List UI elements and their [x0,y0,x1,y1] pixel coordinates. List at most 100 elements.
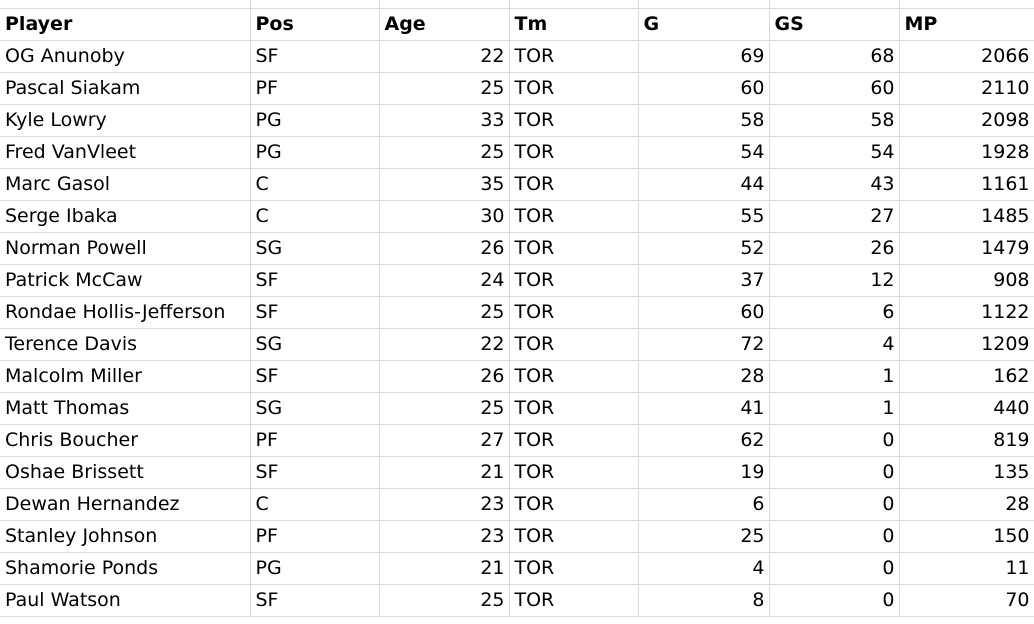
cell-age[interactable]: 27 [378,423,510,457]
cell-gs[interactable]: 12 [768,263,900,297]
cell-tm[interactable]: TOR [508,327,639,361]
cell-age[interactable]: 30 [378,199,510,233]
cell-mp[interactable]: 908 [898,263,1034,297]
cell-pos[interactable]: C [249,167,380,201]
cell-player[interactable]: OG Anunoby [0,39,251,73]
cell-gs[interactable]: 6 [768,295,900,329]
cell-pos[interactable]: SF [249,295,380,329]
cell-tm[interactable]: TOR [508,551,639,585]
cell-age[interactable]: 25 [378,391,510,425]
cell-player[interactable]: Oshae Brissett [0,455,251,489]
cell-player[interactable]: Fred VanVleet [0,135,251,169]
cell-g[interactable]: 44 [637,167,770,201]
cell-tm[interactable]: TOR [508,423,639,457]
cell-gs[interactable]: 54 [768,135,900,169]
cell-g[interactable]: 55 [637,199,770,233]
cell-mp[interactable]: 11 [898,551,1034,585]
cell-player[interactable]: Malcolm Miller [0,359,251,393]
cell-mp[interactable]: 1485 [898,199,1034,233]
cell-gs[interactable]: 1 [768,359,900,393]
cell-pos[interactable]: PG [249,103,380,137]
cell-gs[interactable]: 27 [768,199,900,233]
cell-age[interactable]: 22 [378,39,510,73]
grid-cell[interactable] [768,0,900,9]
cell-g[interactable]: 72 [637,327,770,361]
cell-pos[interactable]: C [249,199,380,233]
cell-g[interactable]: 60 [637,295,770,329]
cell-g[interactable]: 62 [637,423,770,457]
cell-g[interactable]: 8 [637,583,770,617]
cell-g[interactable]: 19 [637,455,770,489]
header-cell-gs[interactable]: GS [768,7,900,41]
cell-mp[interactable]: 440 [898,391,1034,425]
cell-gs[interactable]: 58 [768,103,900,137]
cell-player[interactable]: Norman Powell [0,231,251,265]
cell-mp[interactable]: 2098 [898,103,1034,137]
grid-cell[interactable] [508,0,639,9]
cell-pos[interactable]: SF [249,455,380,489]
cell-gs[interactable]: 0 [768,551,900,585]
cell-player[interactable]: Stanley Johnson [0,519,251,553]
cell-player[interactable]: Matt Thomas [0,391,251,425]
grid-cell[interactable] [0,0,251,9]
cell-tm[interactable]: TOR [508,455,639,489]
cell-player[interactable]: Pascal Siakam [0,71,251,105]
grid-cell[interactable] [378,0,510,9]
cell-player[interactable]: Shamorie Ponds [0,551,251,585]
cell-pos[interactable]: PG [249,551,380,585]
cell-mp[interactable]: 2110 [898,71,1034,105]
cell-gs[interactable]: 43 [768,167,900,201]
cell-g[interactable]: 25 [637,519,770,553]
cell-g[interactable]: 37 [637,263,770,297]
cell-gs[interactable]: 1 [768,391,900,425]
cell-mp[interactable]: 1479 [898,231,1034,265]
cell-gs[interactable]: 60 [768,71,900,105]
cell-player[interactable]: Kyle Lowry [0,103,251,137]
header-cell-age[interactable]: Age [378,7,510,41]
cell-mp[interactable]: 2066 [898,39,1034,73]
cell-tm[interactable]: TOR [508,39,639,73]
cell-age[interactable]: 23 [378,519,510,553]
cell-tm[interactable]: TOR [508,359,639,393]
cell-age[interactable]: 25 [378,135,510,169]
cell-gs[interactable]: 26 [768,231,900,265]
cell-pos[interactable]: SG [249,231,380,265]
cell-age[interactable]: 25 [378,71,510,105]
cell-pos[interactable]: SF [249,583,380,617]
cell-gs[interactable]: 0 [768,583,900,617]
cell-pos[interactable]: PF [249,423,380,457]
cell-gs[interactable]: 4 [768,327,900,361]
cell-player[interactable]: Chris Boucher [0,423,251,457]
cell-g[interactable]: 41 [637,391,770,425]
cell-age[interactable]: 24 [378,263,510,297]
cell-pos[interactable]: PF [249,71,380,105]
cell-player[interactable]: Dewan Hernandez [0,487,251,521]
cell-gs[interactable]: 0 [768,423,900,457]
cell-g[interactable]: 6 [637,487,770,521]
header-cell-player[interactable]: Player [0,7,251,41]
cell-g[interactable]: 28 [637,359,770,393]
cell-age[interactable]: 23 [378,487,510,521]
cell-tm[interactable]: TOR [508,295,639,329]
cell-mp[interactable]: 150 [898,519,1034,553]
grid-cell[interactable] [898,0,1034,9]
header-cell-tm[interactable]: Tm [508,7,639,41]
cell-age[interactable]: 22 [378,327,510,361]
cell-mp[interactable]: 28 [898,487,1034,521]
grid-cell[interactable] [637,0,770,9]
cell-pos[interactable]: PG [249,135,380,169]
cell-tm[interactable]: TOR [508,391,639,425]
cell-player[interactable]: Patrick McCaw [0,263,251,297]
cell-tm[interactable]: TOR [508,583,639,617]
cell-g[interactable]: 52 [637,231,770,265]
cell-g[interactable]: 54 [637,135,770,169]
cell-mp[interactable]: 135 [898,455,1034,489]
cell-gs[interactable]: 0 [768,487,900,521]
cell-tm[interactable]: TOR [508,135,639,169]
cell-gs[interactable]: 0 [768,519,900,553]
cell-pos[interactable]: C [249,487,380,521]
cell-age[interactable]: 33 [378,103,510,137]
header-cell-pos[interactable]: Pos [249,7,380,41]
cell-pos[interactable]: SF [249,263,380,297]
cell-mp[interactable]: 1161 [898,167,1034,201]
